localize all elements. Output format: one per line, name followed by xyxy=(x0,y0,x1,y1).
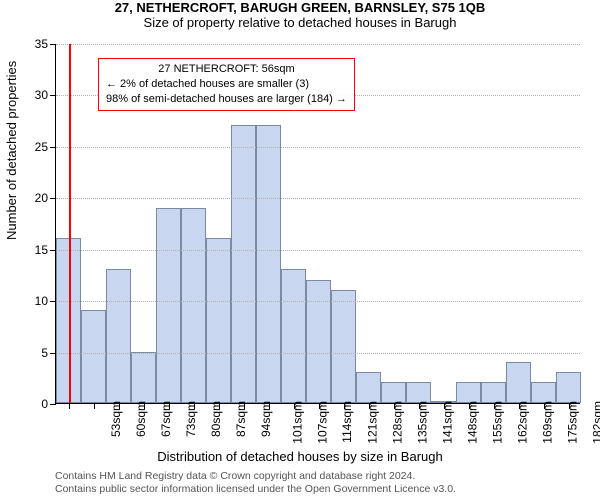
bar xyxy=(256,125,281,403)
bar xyxy=(306,280,331,403)
bar xyxy=(531,382,556,403)
y-tick-label: 35 xyxy=(35,37,48,51)
x-tick-label: 101sqm xyxy=(290,401,304,444)
x-tick-label: 73sqm xyxy=(184,401,198,437)
x-tick-label: 155sqm xyxy=(490,401,504,444)
reference-line xyxy=(69,44,71,403)
x-tick-label: 67sqm xyxy=(159,401,173,437)
annotation-line: ← 2% of detached houses are smaller (3) xyxy=(106,77,347,92)
gridline xyxy=(56,198,580,199)
x-tick-label: 107sqm xyxy=(315,401,329,444)
x-tick-label: 141sqm xyxy=(440,401,454,444)
gridline xyxy=(56,147,580,148)
bar xyxy=(331,290,356,403)
bar xyxy=(456,382,481,403)
bar xyxy=(481,382,506,403)
y-tick-label: 20 xyxy=(35,191,48,205)
x-tick-label: 135sqm xyxy=(415,401,429,444)
gridline xyxy=(56,250,580,251)
y-axis-label: Number of detached properties xyxy=(4,61,19,240)
y-tick-label: 30 xyxy=(35,88,48,102)
credits-line-2: Contains public sector information licen… xyxy=(55,483,456,496)
annotation-line: 98% of semi-detached houses are larger (… xyxy=(106,92,347,107)
x-tick-label: 94sqm xyxy=(259,401,273,437)
bar xyxy=(206,238,231,403)
y-tick-label: 0 xyxy=(41,397,48,411)
x-tick-label: 53sqm xyxy=(109,401,123,437)
annotation-line: 27 NETHERCROFT: 56sqm xyxy=(106,62,347,77)
x-tick-label: 182sqm xyxy=(590,401,600,444)
x-axis-label: Distribution of detached houses by size … xyxy=(0,449,600,464)
x-tick-label: 87sqm xyxy=(234,401,248,437)
y-tick-label: 10 xyxy=(35,294,48,308)
bar xyxy=(81,310,106,403)
x-tick-label: 121sqm xyxy=(365,401,379,444)
x-tick-label: 60sqm xyxy=(134,401,148,437)
bar xyxy=(181,208,206,403)
bar xyxy=(381,382,406,403)
bar xyxy=(231,125,256,403)
y-tick-label: 15 xyxy=(35,243,48,257)
y-tick-label: 25 xyxy=(35,140,48,154)
bar xyxy=(556,372,581,403)
x-tick-label: 162sqm xyxy=(515,401,529,444)
annotation-box: 27 NETHERCROFT: 56sqm← 2% of detached ho… xyxy=(98,58,355,111)
x-tick-label: 114sqm xyxy=(339,401,353,443)
credits: Contains HM Land Registry data © Crown c… xyxy=(55,470,456,496)
bar xyxy=(106,269,131,403)
credits-line-1: Contains HM Land Registry data © Crown c… xyxy=(55,470,456,483)
x-tick-label: 80sqm xyxy=(209,401,223,437)
gridline xyxy=(56,301,580,302)
chart-plot-area: 05101520253035 53sqm60sqm67sqm73sqm80sqm… xyxy=(55,44,580,404)
page-title: 27, NETHERCROFT, BARUGH GREEN, BARNSLEY,… xyxy=(0,0,600,15)
y-tick-label: 5 xyxy=(41,346,48,360)
bar xyxy=(356,372,381,403)
gridline xyxy=(56,353,580,354)
x-tick-label: 169sqm xyxy=(540,401,554,444)
bar xyxy=(281,269,306,403)
bar xyxy=(506,362,531,403)
gridline xyxy=(56,44,580,45)
bar xyxy=(131,352,156,403)
x-tick-label: 175sqm xyxy=(565,401,579,444)
bar xyxy=(156,208,181,403)
page-subtitle: Size of property relative to detached ho… xyxy=(0,15,600,30)
x-tick-label: 148sqm xyxy=(465,401,479,444)
bar xyxy=(406,382,431,403)
x-tick-label: 128sqm xyxy=(390,401,404,444)
